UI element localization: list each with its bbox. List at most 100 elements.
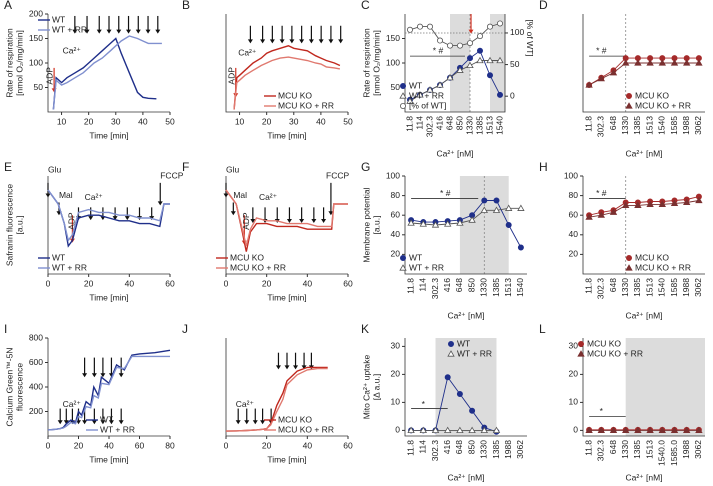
axis-line xyxy=(582,338,705,437)
data-point xyxy=(597,74,605,82)
data-point xyxy=(456,66,464,73)
data-point xyxy=(496,20,503,27)
y-axis-label: Safranin fluorescence xyxy=(4,184,14,266)
y-tick-label: 100 xyxy=(29,57,43,67)
arrow-head xyxy=(88,216,94,221)
legend-marker xyxy=(578,340,585,347)
x-tick-label: 1988 xyxy=(681,116,691,135)
data-point xyxy=(476,33,483,40)
x-tick-label: 11.8 xyxy=(583,116,593,132)
x-tick-label: 302.3 xyxy=(596,116,606,138)
arrow-head xyxy=(91,420,97,425)
legend-label: WT xyxy=(409,80,422,90)
x-tick-label: 114 xyxy=(414,116,424,130)
y-tick-label: 30 xyxy=(391,341,401,351)
data-point xyxy=(419,426,427,433)
annotation: Glu xyxy=(48,164,62,174)
x-tick-label: 3062 xyxy=(693,116,703,135)
x-tick-label: 0 xyxy=(46,440,51,450)
arrow-head xyxy=(223,193,229,198)
legend-marker xyxy=(626,93,633,100)
y-axis-label: [nmol O₂/mg/min] xyxy=(14,30,24,96)
x-tick-label: 114 xyxy=(418,440,428,454)
arrow-head xyxy=(250,219,256,224)
legend-marker xyxy=(577,350,585,357)
y-tick-label: 100 xyxy=(564,170,578,180)
arrow-head xyxy=(82,420,88,425)
y-tick-label: 400 xyxy=(29,381,43,391)
data-point xyxy=(492,206,501,213)
x-tick-label: 1513 xyxy=(644,440,654,459)
data-point xyxy=(622,59,630,66)
annotation: * # xyxy=(440,188,451,198)
x-tick-label: 1330 xyxy=(464,116,474,135)
arrow-head xyxy=(299,219,305,224)
x-tick-label: 20 xyxy=(262,278,272,288)
x-axis-label: Time [min] xyxy=(89,292,128,302)
data-point xyxy=(476,47,483,54)
x-tick-label: 20 xyxy=(84,278,94,288)
legend-label: MCU KO xyxy=(587,338,621,348)
arrow-head xyxy=(96,29,102,34)
x-tick-label: 0 xyxy=(224,278,229,288)
x-tick-label: 40 xyxy=(316,116,326,126)
series-line xyxy=(225,189,348,247)
annotation: Ca²⁺ xyxy=(259,192,278,202)
x-tick-label: 648 xyxy=(444,116,454,130)
axis-line xyxy=(404,338,527,437)
data-point xyxy=(436,37,443,44)
data-point xyxy=(419,220,427,227)
legend-marker xyxy=(399,264,407,271)
data-point xyxy=(486,56,494,64)
panel-letter: H xyxy=(539,160,548,174)
x-axis-label: Ca²⁺ [nM] xyxy=(625,148,662,158)
x-tick-label: 30 xyxy=(289,116,299,126)
x-tick-label: 648 xyxy=(608,278,618,292)
data-point xyxy=(695,196,703,204)
data-point xyxy=(493,197,500,204)
data-point xyxy=(468,426,476,433)
y-tick-label: 200 xyxy=(29,8,43,18)
arrow-head xyxy=(260,39,266,44)
x-tick-label: 1540 xyxy=(657,116,667,135)
legend-label: MCU KO + RR xyxy=(230,262,286,272)
x-axis-label: Time [min] xyxy=(89,130,128,140)
arrow-head xyxy=(118,420,124,425)
y-axis-label: Membrane potential xyxy=(361,187,371,262)
x-tick-label: 11.8 xyxy=(405,278,415,294)
arrow-head xyxy=(318,39,324,44)
arrow-head xyxy=(106,29,112,34)
arrow-head xyxy=(328,211,334,216)
x-tick-label: 648 xyxy=(608,116,618,130)
panel-letter: I xyxy=(4,322,7,336)
legend-label: WT + RR xyxy=(52,24,87,34)
annotation: Ca²⁺ xyxy=(85,192,104,202)
x-tick-label: 20 xyxy=(74,440,84,450)
axis-line xyxy=(582,176,705,275)
data-point xyxy=(436,81,444,88)
y-axis-label: [Δ a.u.] xyxy=(371,374,381,400)
arrow-head xyxy=(57,420,63,425)
x-tick-label: 1385 xyxy=(474,116,484,135)
arrow-head xyxy=(311,219,317,224)
data-point xyxy=(505,204,513,211)
arrow-head xyxy=(72,29,78,34)
arrow-head xyxy=(124,216,130,221)
annotation: Mal xyxy=(59,190,73,200)
x-tick-label: 1385 xyxy=(632,440,642,459)
shaded-region xyxy=(450,14,470,112)
x-tick-label: 1330 xyxy=(620,116,630,135)
arrow-head xyxy=(284,365,290,370)
y-tick-label: 60 xyxy=(391,209,401,219)
panel-letter: C xyxy=(361,0,370,12)
x-tick-label: 40 xyxy=(138,116,148,126)
legend-label: MCU KO + RR xyxy=(278,100,334,110)
annotation: * # xyxy=(433,45,444,55)
axis-line xyxy=(582,14,705,113)
data-point xyxy=(406,97,414,104)
arrow-head xyxy=(289,39,295,44)
arrow-head xyxy=(116,29,122,34)
data-point xyxy=(496,56,504,64)
x-tick-label: 1988 xyxy=(503,440,513,459)
arrow-head xyxy=(157,201,163,206)
